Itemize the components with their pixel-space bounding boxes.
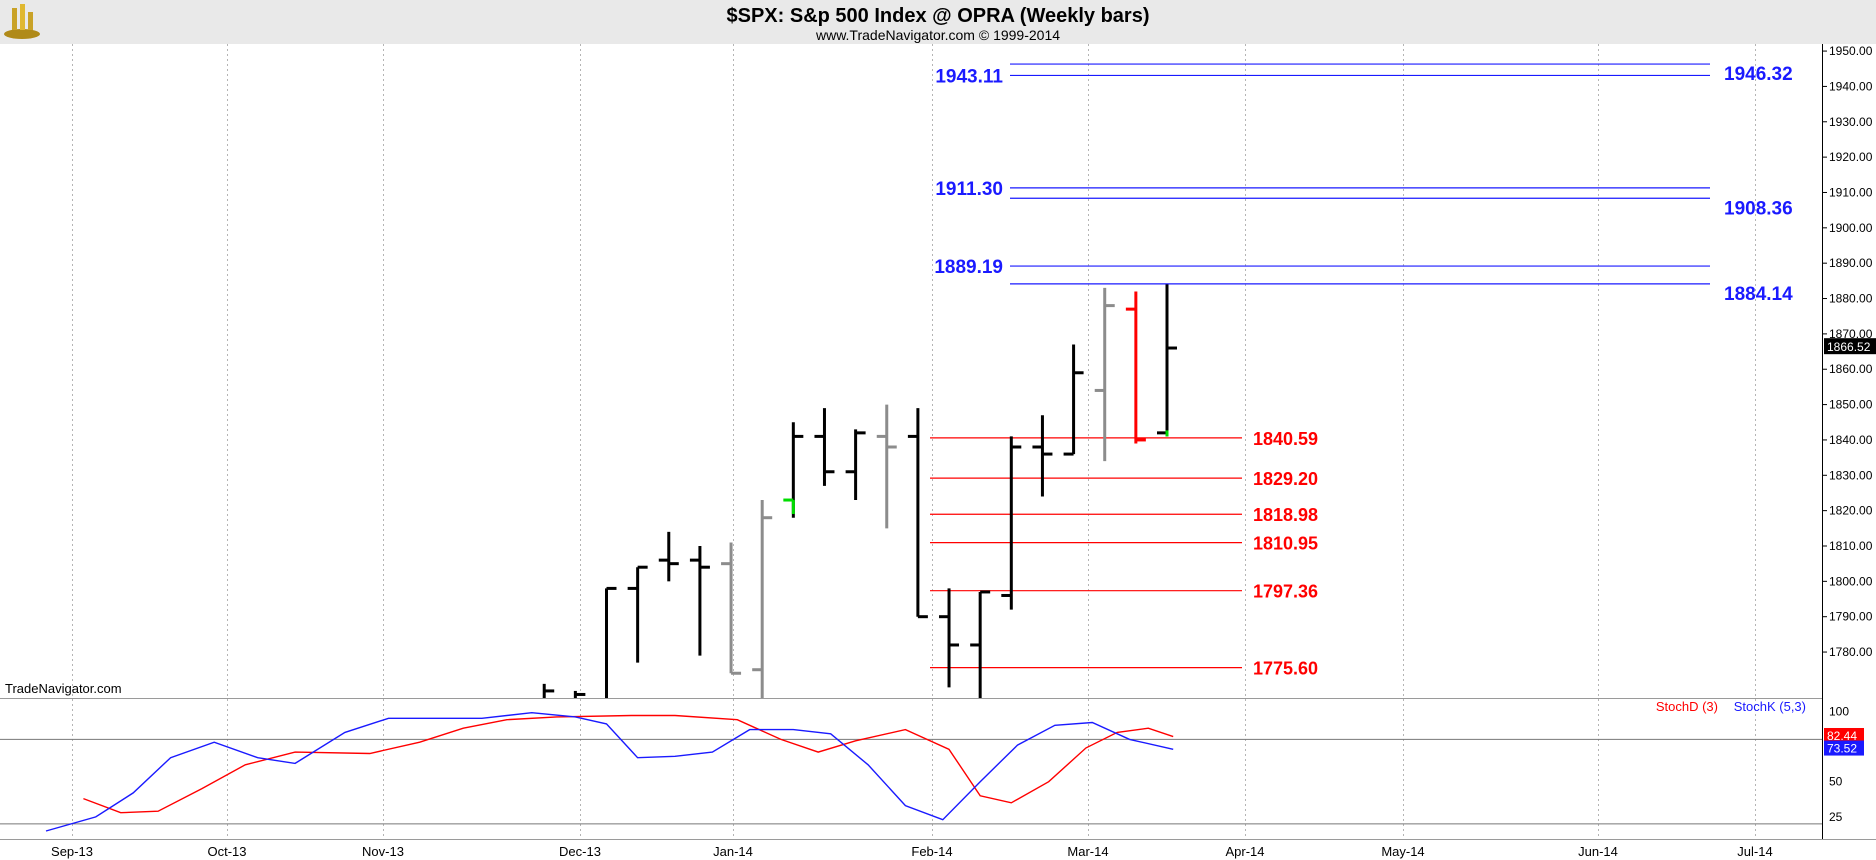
red-level-label: 1840.59 xyxy=(1253,429,1318,449)
ohlc-bar xyxy=(1157,284,1177,437)
time-tick-label: Jan-14 xyxy=(713,844,753,859)
price-tick-label: 1840.00 xyxy=(1829,433,1873,447)
time-tick-label: Sep-13 xyxy=(51,844,93,859)
stoch-k-value-tag xyxy=(1824,740,1864,756)
ohlc-bar xyxy=(573,690,586,698)
ohlc-bar xyxy=(783,422,804,518)
blue-level-label: 1911.30 xyxy=(935,179,1003,200)
stoch-d-legend: StochD (3) xyxy=(1656,699,1718,714)
time-tick-label: Feb-14 xyxy=(911,844,952,859)
ohlc-bar xyxy=(542,683,555,698)
ohlc-bars xyxy=(542,284,1177,698)
blue-level-label: 1889.19 xyxy=(934,257,1003,278)
price-tick-label: 1890.00 xyxy=(1829,256,1873,270)
ohlc-bar xyxy=(876,404,897,529)
ohlc-bar xyxy=(1032,415,1053,497)
stoch-d-value: 82.44 xyxy=(1827,729,1857,743)
ohlc-bar xyxy=(689,545,710,656)
price-tick-label: 1940.00 xyxy=(1829,79,1873,93)
price-tick-label: 1900.00 xyxy=(1829,221,1873,235)
price-tick-label: 1870.00 xyxy=(1829,327,1873,341)
price-tick-label: 1800.00 xyxy=(1829,574,1873,588)
ohlc-bar xyxy=(1094,287,1115,462)
stoch-tick-label: 25 xyxy=(1829,810,1843,824)
time-tick-label: Dec-13 xyxy=(559,844,601,859)
price-tick-label: 1830.00 xyxy=(1829,468,1873,482)
chart-title: $SPX: S&p 500 Index @ OPRA (Weekly bars) xyxy=(727,5,1150,27)
price-tick-label: 1810.00 xyxy=(1829,539,1873,553)
ohlc-bar xyxy=(605,586,617,698)
price-tick-label: 1920.00 xyxy=(1829,150,1873,164)
price-axis: 1780.00 1790.00 1800.00 1810.00 1820.00 1830.… xyxy=(1822,44,1876,659)
red-level-label: 1797.36 xyxy=(1253,582,1318,602)
logo-icon xyxy=(4,4,40,39)
stoch-d-line xyxy=(83,714,1174,814)
ohlc-bar xyxy=(627,565,648,663)
watermark: TradeNavigator.com xyxy=(5,681,122,696)
stoch-tick-label: 100 xyxy=(1829,704,1849,718)
price-tick-label: 1850.00 xyxy=(1829,398,1873,412)
time-tick-label: May-14 xyxy=(1381,844,1424,859)
time-tick-label: Jul-14 xyxy=(1737,844,1772,859)
ohlc-bar xyxy=(658,531,679,582)
price-tick-label: 1860.00 xyxy=(1829,362,1873,376)
ohlc-bar xyxy=(845,429,866,501)
ohlc-bar xyxy=(1063,344,1084,456)
time-tick-label: Mar-14 xyxy=(1067,844,1108,859)
ohlc-bar xyxy=(970,590,991,698)
price-tick-label: 1880.00 xyxy=(1829,292,1873,306)
red-level-label: 1818.98 xyxy=(1253,505,1318,525)
stoch-k-legend: StochK (5,3) xyxy=(1734,699,1806,714)
last-price-tag xyxy=(1824,338,1876,355)
price-tick-label: 1930.00 xyxy=(1829,115,1873,129)
last-price-label: 1866.52 xyxy=(1827,340,1871,354)
ohlc-bar xyxy=(752,500,773,698)
blue-level-label: 1943.11 xyxy=(935,66,1003,87)
price-tick-label: 1820.00 xyxy=(1829,504,1873,518)
red-level-label: 1775.60 xyxy=(1253,659,1318,679)
ohlc-bar xyxy=(939,588,960,688)
chart-subtitle: www.TradeNavigator.com © 1999-2014 xyxy=(815,27,1060,43)
red-level-label: 1810.95 xyxy=(1253,534,1318,554)
stoch-d-value-tag xyxy=(1824,727,1864,743)
blue-level-label: 1908.36 xyxy=(1724,198,1793,219)
time-tick-label: Apr-14 xyxy=(1225,844,1264,859)
price-tick-label: 1790.00 xyxy=(1829,610,1873,624)
time-tick-label: Jun-14 xyxy=(1578,844,1618,859)
support-resistance-levels: 1946.32 1943.11 1911.30 1908.36 1889.19 1884.… xyxy=(930,63,1793,679)
stochastic-panel xyxy=(0,711,1822,832)
ohlc-bar xyxy=(1125,291,1146,444)
red-level-label: 1829.20 xyxy=(1253,469,1318,489)
time-axis: Sep-13 Oct-13 Nov-13 Dec-13 Jan-14 Feb-14 Mar-… xyxy=(51,844,1773,859)
price-tick-label: 1950.00 xyxy=(1829,44,1873,58)
blue-level-label: 1946.32 xyxy=(1724,64,1793,85)
time-tick-label: Nov-13 xyxy=(362,844,404,859)
stoch-k-line xyxy=(45,711,1174,832)
time-tick-label: Oct-13 xyxy=(207,844,246,859)
ohlc-bar xyxy=(907,408,928,619)
price-tick-label: 1910.00 xyxy=(1829,185,1873,199)
ohlc-bar xyxy=(721,542,742,675)
price-tick-label: 1780.00 xyxy=(1829,645,1873,659)
stoch-tick-label: 50 xyxy=(1829,775,1843,789)
ohlc-bar xyxy=(1001,436,1022,610)
header-bar xyxy=(0,0,1876,44)
stoch-k-value: 73.52 xyxy=(1827,742,1857,756)
ohlc-bar xyxy=(814,408,835,486)
blue-level-label: 1884.14 xyxy=(1724,284,1793,305)
